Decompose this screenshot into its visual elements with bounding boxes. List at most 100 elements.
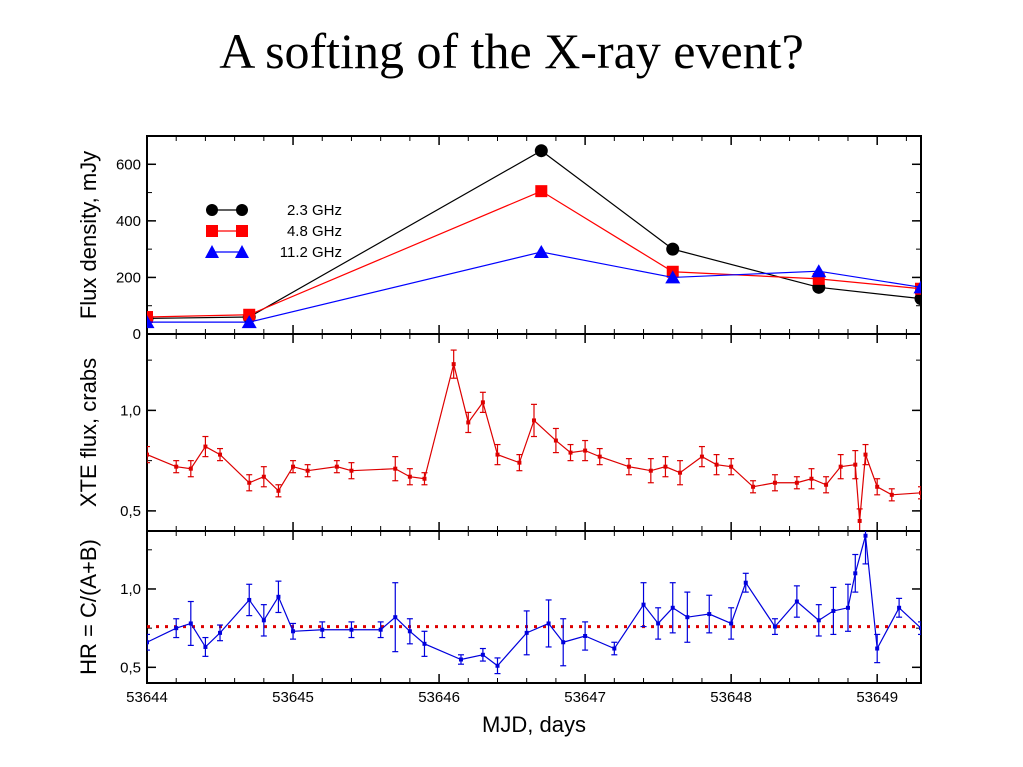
legend-label: 11.2 GHz [280,244,342,261]
data-point [831,608,836,613]
panel-xte: 0,5 1,0 XTE flux, crabs [76,333,922,532]
data-point [857,518,862,523]
data-point [466,420,471,425]
data-point [147,311,153,324]
data-point [305,468,310,473]
data-point [794,599,799,604]
data-point [291,464,296,469]
legend-marker [236,225,248,237]
data-point [422,641,427,646]
data-point [561,640,566,645]
panel-radio: 0 200 400 600 Flux density, mJy 2.3 GHz 4.8 GH… [76,135,922,343]
data-point [699,454,704,459]
data-point [816,618,821,623]
data-point [261,618,266,623]
data-point [320,627,325,632]
data-point [666,242,680,256]
x-tick-label: 53649 [856,689,898,706]
y-tick-label: 200 [116,269,141,286]
data-point [729,464,734,469]
legend-marker [235,245,249,258]
data-point [838,464,843,469]
data-point [203,444,208,449]
data-point [218,452,223,457]
data-point [174,464,179,469]
data-point [147,452,149,457]
data-point [243,308,256,321]
legend-marker [205,245,219,258]
panel-frame [146,530,922,684]
data-point [247,597,252,602]
y-axis-label: Flux density, mJy [76,151,101,319]
y-tick-label: 1,0 [120,581,141,598]
data-point [241,315,257,329]
data-point [261,474,266,479]
data-point [597,454,602,459]
data-point [218,630,223,635]
data-point [853,571,858,576]
series-line [147,149,921,320]
x-tick-label: 53644 [126,689,168,706]
data-point [247,480,252,485]
data-point [188,621,193,626]
data-point [349,627,354,632]
legend-marker [206,204,218,216]
data-point [845,605,850,610]
y-tick-label: 0 [133,326,141,343]
data-point [480,652,485,657]
data-point [147,640,149,645]
data-point [524,630,529,635]
y-tick-label: 600 [116,156,141,173]
data-point [663,464,668,469]
panel-hardness: 0,5 1,0 53644 53645 53646 53647 53648 53649 HR =… [76,530,922,706]
data-point [535,185,548,198]
data-point [393,615,398,620]
data-point [824,482,829,487]
data-point [743,580,748,585]
y-tick-label: 1,0 [120,402,141,419]
data-point [458,657,463,662]
data-point [407,629,412,634]
data-point [863,452,868,457]
data-point [583,448,588,453]
panel-frame [146,135,922,335]
y-axis-label: HR = C/(A+B) [76,539,101,675]
x-tick-label: 53646 [418,689,460,706]
data-point [897,605,902,610]
data-point [729,621,734,626]
plot-area [147,144,921,329]
data-point [919,626,921,631]
data-point [714,462,719,467]
legend-marker [206,225,218,237]
data-point [707,612,712,617]
data-point [276,594,281,599]
plot-area [147,531,921,675]
data-point [853,462,858,467]
data-point [378,627,383,632]
data-point [451,362,456,367]
data-point [811,264,827,278]
data-point [612,646,617,651]
y-tick-label: 400 [116,213,141,230]
data-point [914,292,921,306]
data-point [203,644,208,649]
data-point [188,466,193,471]
data-point [913,280,921,294]
y-tick-label: 0,5 [120,503,141,520]
data-point [648,468,653,473]
data-point [495,452,500,457]
data-point [919,490,921,495]
data-point [517,460,522,465]
data-point [349,468,354,473]
x-tick-label: 53647 [564,689,606,706]
data-point [678,470,683,475]
data-point [291,629,296,634]
data-point [480,400,485,405]
data-point [568,450,573,455]
data-point [809,476,814,481]
series-line [147,535,921,667]
x-tick-label: 53645 [272,689,314,706]
y-axis-label: XTE flux, crabs [76,358,101,507]
data-point [276,488,281,493]
slide-title: A softing of the X-ray event? [219,23,804,79]
